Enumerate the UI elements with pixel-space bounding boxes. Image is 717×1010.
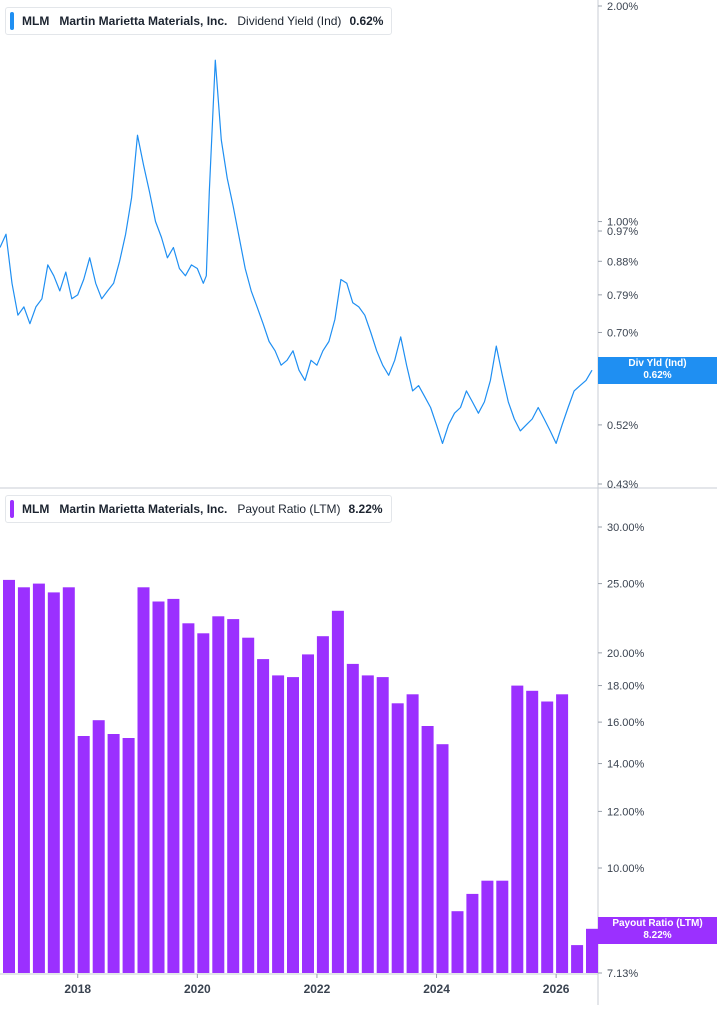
payout-y-tick-label: 12.00% <box>607 806 645 818</box>
payout-legend: MLM Martin Marietta Materials, Inc. Payo… <box>5 495 392 523</box>
x-tick-label: 2022 <box>304 982 331 996</box>
payout-y-tick-label: 30.00% <box>607 522 645 534</box>
yield-y-tick-label: 0.43% <box>607 479 638 491</box>
payout-bar <box>287 677 299 973</box>
payout-y-tick-label: 25.00% <box>607 579 645 591</box>
payout-legend-metric: Payout Ratio (LTM) <box>237 502 341 516</box>
yield-legend: MLM Martin Marietta Materials, Inc. Divi… <box>5 7 393 35</box>
payout-y-tick-label: 20.00% <box>607 648 645 660</box>
payout-bar <box>541 701 554 973</box>
payout-bar <box>556 694 569 973</box>
payout-bar <box>571 945 584 973</box>
payout-bar <box>3 579 15 973</box>
payout-bar <box>316 636 329 973</box>
payout-y-tick-label: 16.00% <box>607 717 645 729</box>
payout-bar <box>331 610 344 973</box>
yield-y-tick-label: 1.00% <box>607 217 638 229</box>
payout-bar <box>182 623 195 973</box>
payout-bar <box>197 633 210 973</box>
payout-bar <box>47 592 60 973</box>
payout-bar <box>212 616 225 973</box>
payout-bar <box>32 583 45 973</box>
yield-y-tick-label: 0.97% <box>607 226 638 238</box>
payout-bar <box>167 598 180 973</box>
yield-legend-company: Martin Marietta Materials, Inc. <box>59 14 228 28</box>
payout-bar <box>586 928 598 973</box>
payout-series-swatch <box>10 500 14 518</box>
x-tick-label: 2024 <box>423 982 450 996</box>
payout-bar <box>17 587 30 973</box>
yield-y-tick-label: 0.79% <box>607 290 638 302</box>
payout-y-tick-label: 18.00% <box>607 681 645 693</box>
payout-bar <box>62 587 75 973</box>
payout-y-tick-label: 14.00% <box>607 759 645 771</box>
payout-bar <box>391 703 404 973</box>
payout-bar <box>511 685 524 973</box>
payout-legend-value: 8.22% <box>348 502 383 516</box>
payout-y-tick-label: 10.00% <box>607 863 645 875</box>
payout-bar <box>302 654 314 973</box>
payout-bar <box>361 675 374 973</box>
yield-y-tick-label: 0.70% <box>607 327 638 339</box>
payout-bar <box>466 893 479 973</box>
payout-bar <box>152 601 165 973</box>
yield-legend-ticker: MLM <box>22 14 50 28</box>
yield-value-flag: Div Yld (Ind) 0.62% <box>598 357 717 384</box>
payout-bar <box>137 587 150 973</box>
yield-y-tick-label: 0.88% <box>607 256 638 268</box>
payout-bar <box>227 619 240 973</box>
payout-bar <box>257 659 270 973</box>
payout-bar <box>436 744 449 973</box>
payout-flag-label: Payout Ratio (LTM) <box>612 918 703 929</box>
payout-bar <box>272 675 285 973</box>
yield-series-swatch <box>10 12 14 30</box>
payout-bar <box>496 880 509 973</box>
payout-bar <box>451 911 464 973</box>
yield-y-tick-label: 2.00% <box>607 1 638 13</box>
yield-flag-label: Div Yld (Ind) <box>628 358 687 369</box>
yield-flag-value: 0.62% <box>643 370 672 381</box>
payout-bar <box>481 880 494 973</box>
x-tick-label: 2018 <box>64 982 91 996</box>
payout-bar <box>526 690 539 973</box>
payout-value-flag: Payout Ratio (LTM) 8.22% <box>598 917 717 944</box>
payout-bar <box>107 734 120 973</box>
payout-flag-value: 8.22% <box>643 930 672 941</box>
payout-bar <box>242 637 255 973</box>
yield-legend-metric: Dividend Yield (Ind) <box>237 14 342 28</box>
payout-bar <box>92 720 105 973</box>
x-tick-label: 2020 <box>184 982 211 996</box>
payout-y-tick-label: 7.13% <box>607 968 638 980</box>
payout-bar <box>346 663 359 973</box>
yield-legend-value: 0.62% <box>349 14 384 28</box>
payout-legend-company: Martin Marietta Materials, Inc. <box>59 502 228 516</box>
x-tick-label: 2026 <box>543 982 570 996</box>
yield-y-tick-label: 0.52% <box>607 420 638 432</box>
payout-bar <box>77 736 90 973</box>
payout-bar <box>406 694 419 973</box>
payout-bar <box>421 726 434 973</box>
payout-legend-ticker: MLM <box>22 502 50 516</box>
yield-series-line <box>0 59 593 444</box>
payout-bar <box>122 738 135 973</box>
payout-bar <box>376 677 389 973</box>
